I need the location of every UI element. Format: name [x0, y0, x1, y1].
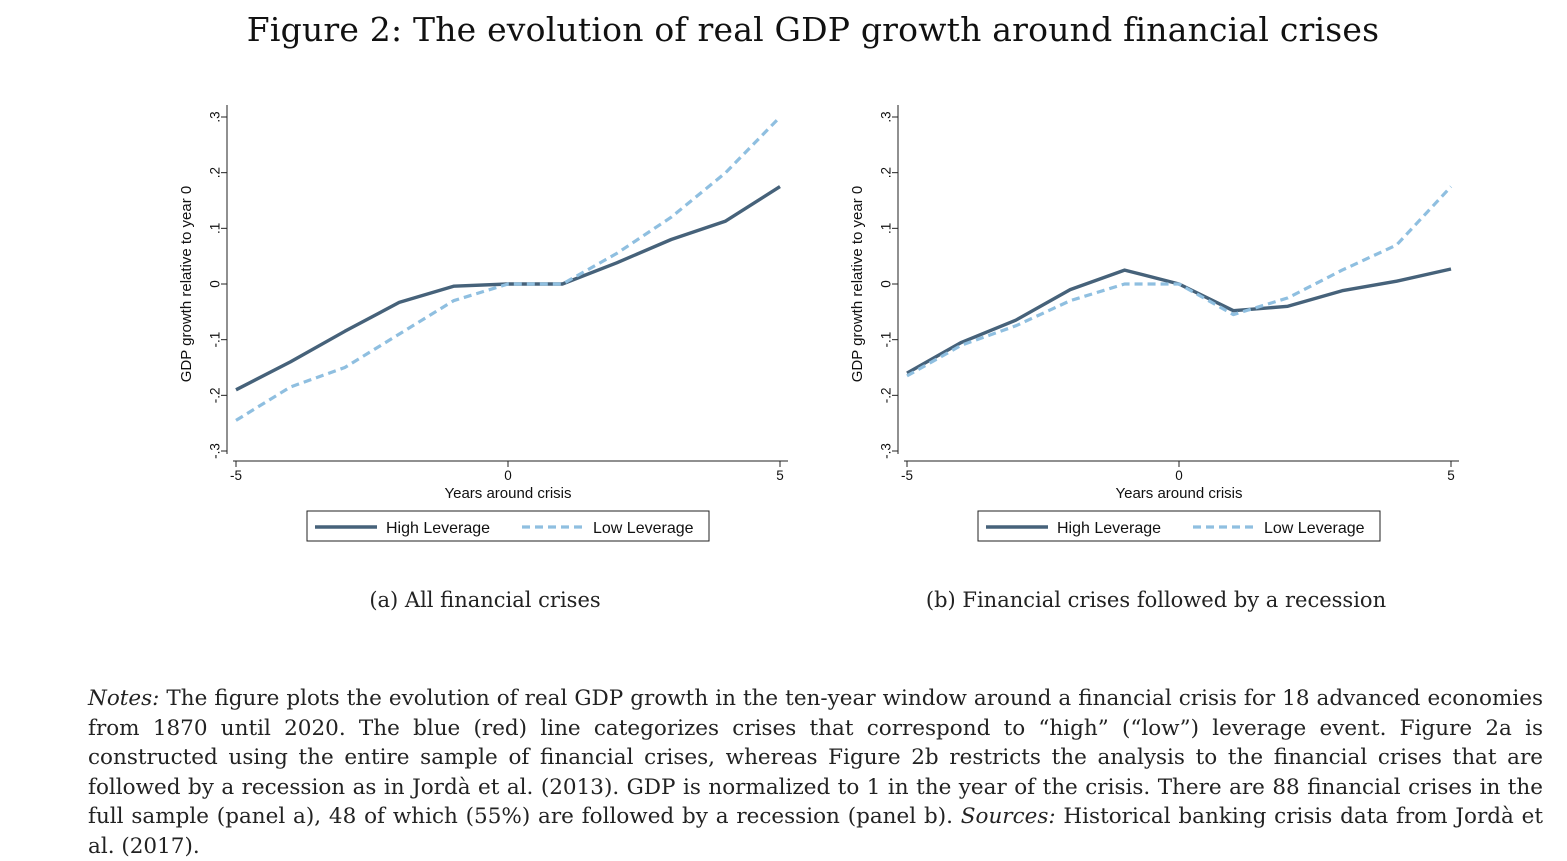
chart-panel-b: -.3 -.2 -.1 0 .1 .2 .3 GDP growth relative to y…: [836, 95, 1476, 565]
y-axis-title: GDP growth relative to year 0: [849, 186, 866, 382]
x-axis-title: Years around crisis: [444, 485, 571, 502]
x-tick-label: -5: [901, 468, 913, 483]
y-tick-label: -.3: [208, 443, 223, 459]
caption-b: (b) Financial crises followed by a reces…: [925, 588, 1387, 612]
chart-b-svg: -.3 -.2 -.1 0 .1 .2 .3 GDP growth relative to y…: [849, 105, 1459, 542]
y-tick-label: -.1: [208, 332, 223, 348]
series-line-low-leverage: [235, 115, 782, 422]
x-tick-label: 5: [776, 468, 784, 483]
y-tick-label: .2: [879, 167, 894, 178]
y-tick-label: -.2: [879, 387, 894, 403]
chart-panel-a: -.3 -.2 -.1 0 .1 .2 .3 GDP growth relative to y…: [165, 95, 805, 565]
notes-text: The figure plots the evolution of real G…: [88, 686, 1543, 829]
series-line-low-leverage: [906, 185, 1453, 378]
y-tick-label: .1: [879, 223, 894, 234]
x-tick-label: -5: [230, 468, 242, 483]
series-line-high-leverage: [235, 185, 781, 392]
chart-a-svg: -.3 -.2 -.1 0 .1 .2 .3 GDP growth relative to y…: [178, 105, 788, 542]
legend-label-high-leverage: High Leverage: [386, 520, 490, 537]
x-tick-label: 5: [1447, 468, 1455, 483]
y-tick-label: -.3: [879, 443, 894, 459]
y-tick-label: .1: [208, 223, 223, 234]
y-tick-label: .2: [208, 167, 223, 178]
notes-label: Notes:: [88, 686, 160, 711]
figure-title: Figure 2: The evolution of real GDP grow…: [246, 10, 1380, 49]
x-axis-title: Years around crisis: [1115, 485, 1242, 502]
y-tick-label: -.1: [879, 332, 894, 348]
x-tick-label: 0: [504, 468, 512, 483]
legend-label-low-leverage: Low Leverage: [593, 520, 694, 537]
legend-label-low-leverage: Low Leverage: [1264, 520, 1365, 537]
y-tick-label: 0: [208, 280, 223, 288]
sources-label: Sources:: [960, 804, 1056, 829]
x-tick-label: 0: [1175, 468, 1183, 483]
caption-a: (a) All financial crises: [369, 588, 601, 612]
y-axis-title: GDP growth relative to year 0: [178, 186, 195, 382]
y-tick-label: .3: [879, 111, 894, 122]
y-tick-label: 0: [879, 280, 894, 288]
legend-label-high-leverage: High Leverage: [1057, 520, 1161, 537]
figure-notes: Notes: The figure plots the evolution of…: [88, 684, 1543, 861]
y-tick-label: .3: [208, 111, 223, 122]
y-tick-label: -.2: [208, 387, 223, 403]
